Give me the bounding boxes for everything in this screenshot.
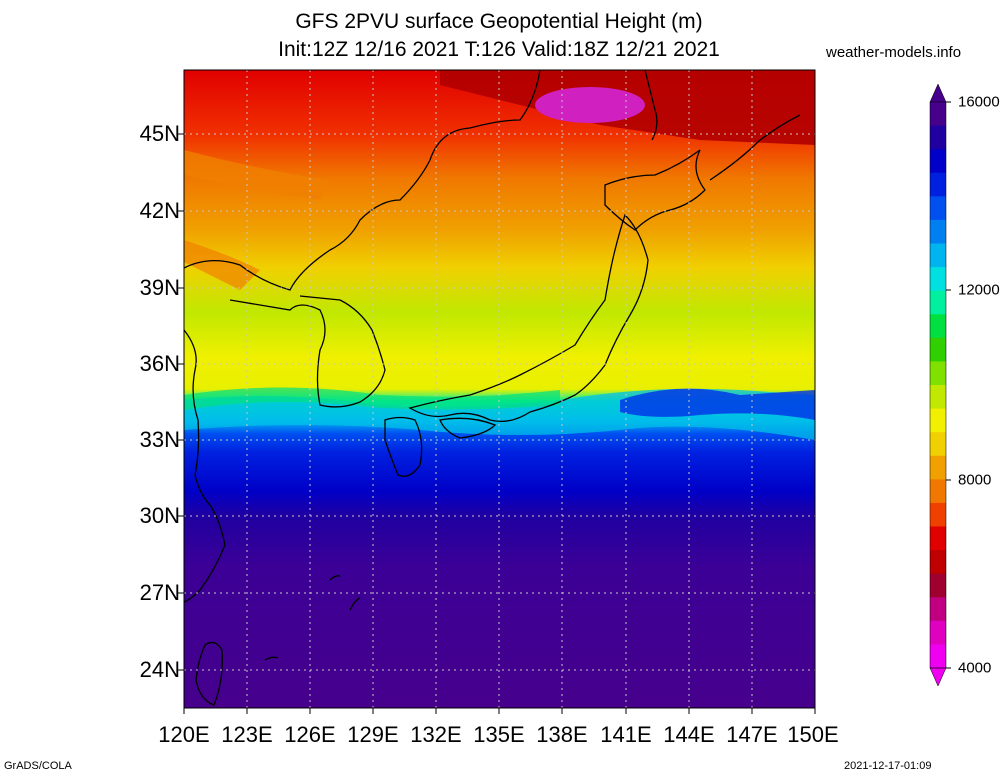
colorbar-swatch: [930, 479, 946, 504]
colorbar-swatch: [930, 526, 946, 551]
lon-label-123e: 123E: [221, 722, 273, 747]
colorbar-swatch: [930, 502, 946, 527]
chart-title: GFS 2PVU surface Geopotential Height (m): [295, 10, 703, 33]
colorbar-swatch: [930, 102, 946, 127]
colorbar-swatch: [930, 408, 946, 433]
colorbar-swatch: [930, 385, 946, 410]
colorbar-label-12000: 12000: [958, 281, 1000, 299]
colorbar-swatch: [930, 172, 946, 197]
lon-label-135e: 135E: [473, 722, 525, 747]
coastlines: [184, 70, 801, 706]
colorbar-swatch: [930, 196, 946, 221]
colorbar-swatch: [930, 290, 946, 315]
footer-right: 2021-12-17-01:09: [844, 760, 932, 772]
colorbar-swatch: [930, 219, 946, 244]
lon-label-147e: 147E: [726, 722, 778, 747]
colorbar-swatch: [930, 573, 946, 598]
colorbar-arrow-top: [929, 83, 947, 103]
colorbar-frame: [929, 101, 947, 669]
chart-subtitle: Init:12Z 12/16 2021 T:126 Valid:18Z 12/2…: [278, 38, 720, 61]
lat-label-42n: 42N: [139, 198, 180, 223]
colorbar-swatch: [930, 267, 946, 292]
colorbar: [929, 83, 951, 687]
colorbar-swatch: [930, 620, 946, 645]
colorbar-swatch: [930, 644, 946, 669]
colorbar-swatch: [930, 361, 946, 386]
lat-label-33n: 33N: [139, 427, 180, 452]
lon-label-144e: 144E: [663, 722, 715, 747]
lat-label-24n: 24N: [139, 657, 180, 682]
colorbar-swatch: [930, 125, 946, 150]
colorbar-swatch: [930, 314, 946, 339]
colorbar-swatch: [930, 432, 946, 457]
colorbar-swatch: [930, 455, 946, 480]
colorbar-label-4000: 4000: [958, 659, 992, 677]
colorbar-label-16000: 16000: [958, 93, 1000, 111]
footer-left: GrADS/COLA: [4, 760, 72, 772]
lat-label-30n: 30N: [139, 503, 180, 528]
lon-label-150e: 150E: [787, 722, 839, 747]
graticule: [184, 70, 815, 708]
lon-label-126e: 126E: [284, 722, 336, 747]
lon-label-132e: 132E: [410, 722, 462, 747]
colorbar-swatch: [930, 597, 946, 622]
colorbar-swatch: [930, 337, 946, 362]
colorbar-swatch: [930, 550, 946, 575]
lat-label-45n: 45N: [139, 121, 180, 146]
colorbar-swatch: [930, 149, 946, 174]
colorbar-label-8000: 8000: [958, 471, 992, 489]
lat-label-27n: 27N: [139, 580, 180, 605]
colorbar-swatch: [930, 243, 946, 268]
lon-label-141e: 141E: [600, 722, 652, 747]
lat-label-39n: 39N: [139, 275, 180, 300]
lat-label-36n: 36N: [139, 351, 180, 376]
lon-label-129e: 129E: [347, 722, 399, 747]
colorbar-arrow-bottom: [929, 667, 947, 687]
axis-ticks: [178, 133, 816, 714]
lon-label-138e: 138E: [536, 722, 588, 747]
site-credit[interactable]: weather-models.info: [826, 44, 962, 61]
lon-label-120e: 120E: [158, 722, 210, 747]
